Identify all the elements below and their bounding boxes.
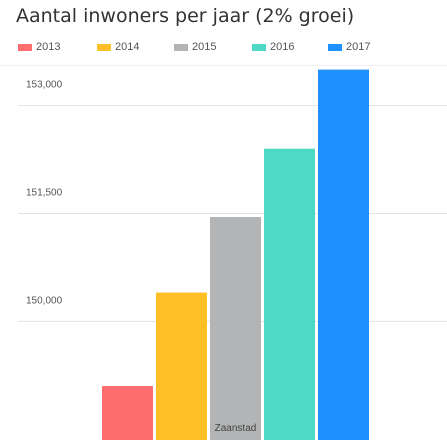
legend-divider: [0, 65, 447, 66]
bar-2014[interactable]: [156, 292, 207, 440]
legend-item-2013[interactable]: 2013: [18, 41, 60, 53]
legend-swatch: [97, 43, 111, 51]
legend-item-2016[interactable]: 2016: [252, 41, 294, 53]
legend-item-2015[interactable]: 2015: [174, 41, 216, 53]
legend-label: 2016: [270, 41, 295, 53]
legend-swatch: [174, 43, 188, 51]
legend-swatch: [328, 43, 342, 51]
x-category-label: Zaanstad: [215, 423, 257, 434]
bar-2015[interactable]: [210, 217, 261, 440]
bar-2016[interactable]: [264, 148, 315, 440]
y-tick-label: 153,000: [26, 80, 63, 91]
legend-swatch: [252, 43, 266, 51]
legend-item-2014[interactable]: 2014: [97, 41, 139, 53]
bar-2017[interactable]: [318, 69, 369, 440]
bar-2013[interactable]: [102, 386, 153, 440]
legend-label: 2014: [115, 41, 140, 53]
y-tick-label: 151,500: [26, 187, 63, 198]
legend-label: 2017: [346, 41, 371, 53]
y-tick-label: 150,000: [26, 295, 63, 306]
legend-label: 2013: [36, 41, 61, 53]
legend-label: 2015: [192, 41, 217, 53]
legend-swatch: [18, 43, 32, 51]
legend-item-2017[interactable]: 2017: [328, 41, 370, 53]
chart-title: Aantal inwoners per jaar (2% groei): [16, 5, 355, 27]
